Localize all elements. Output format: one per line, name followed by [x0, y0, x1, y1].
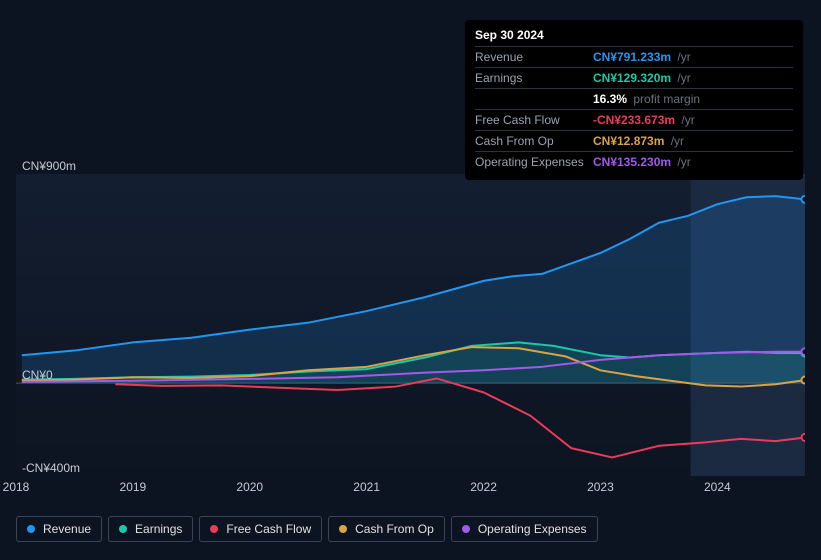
legend-label: Operating Expenses — [478, 522, 587, 536]
tooltip-label: Operating Expenses — [475, 155, 593, 169]
x-tick-label: 2020 — [236, 480, 263, 494]
tooltip-unit: /yr — [674, 50, 691, 64]
swatch-icon — [339, 525, 347, 533]
tooltip-value: -CN¥233.673m — [593, 113, 675, 127]
x-tick-label: 2024 — [704, 480, 731, 494]
tooltip-value: CN¥12.873m — [593, 134, 664, 148]
tooltip-margin-pct: 16.3% — [593, 92, 627, 106]
swatch-icon — [210, 525, 218, 533]
tooltip-label: Revenue — [475, 50, 593, 64]
chart-plot-svg[interactable] — [16, 174, 805, 476]
financials-chart: CN¥900mCN¥0-CN¥400m 20182019202020212022… — [16, 156, 805, 496]
chart-tooltip: Sep 30 2024 RevenueCN¥791.233m /yrEarnin… — [465, 20, 803, 180]
tooltip-row: EarningsCN¥129.320m /yr — [475, 67, 793, 88]
tooltip-rows: RevenueCN¥791.233m /yrEarningsCN¥129.320… — [475, 46, 793, 172]
tooltip-value: CN¥129.320m — [593, 71, 671, 85]
chart-legend: Revenue Earnings Free Cash Flow Cash From O… — [16, 516, 598, 542]
x-tick-label: 2022 — [470, 480, 497, 494]
legend-item-opex[interactable]: Operating Expenses — [451, 516, 598, 542]
tooltip-label: Cash From Op — [475, 134, 593, 148]
legend-item-cfo[interactable]: Cash From Op — [328, 516, 445, 542]
y-tick-label: CN¥0 — [22, 368, 53, 382]
legend-item-earnings[interactable]: Earnings — [108, 516, 193, 542]
tooltip-unit: /yr — [674, 155, 691, 169]
tooltip-row: Free Cash Flow-CN¥233.673m /yr — [475, 109, 793, 130]
legend-label: Free Cash Flow — [226, 522, 311, 536]
tooltip-value: CN¥791.233m — [593, 50, 671, 64]
legend-label: Cash From Op — [355, 522, 434, 536]
tooltip-row: Operating ExpensesCN¥135.230m /yr — [475, 151, 793, 172]
y-tick-label: CN¥900m — [22, 159, 76, 173]
tooltip-row: Cash From OpCN¥12.873m /yr — [475, 130, 793, 151]
legend-item-fcf[interactable]: Free Cash Flow — [199, 516, 322, 542]
swatch-icon — [27, 525, 35, 533]
legend-label: Earnings — [135, 522, 182, 536]
x-tick-label: 2018 — [3, 480, 30, 494]
tooltip-unit: /yr — [678, 113, 695, 127]
swatch-icon — [119, 525, 127, 533]
tooltip-unit: /yr — [674, 71, 691, 85]
x-tick-label: 2021 — [353, 480, 380, 494]
tooltip-date: Sep 30 2024 — [475, 28, 793, 46]
y-tick-label: -CN¥400m — [22, 461, 80, 475]
tooltip-margin-label: profit margin — [630, 92, 700, 106]
tooltip-label: Free Cash Flow — [475, 113, 593, 127]
x-tick-label: 2019 — [120, 480, 147, 494]
x-tick-label: 2023 — [587, 480, 614, 494]
tooltip-unit: /yr — [667, 134, 684, 148]
tooltip-row: 16.3% profit margin — [475, 88, 793, 109]
legend-label: Revenue — [43, 522, 91, 536]
tooltip-row: RevenueCN¥791.233m /yr — [475, 46, 793, 67]
legend-item-revenue[interactable]: Revenue — [16, 516, 102, 542]
tooltip-label: Earnings — [475, 71, 593, 85]
tooltip-value: CN¥135.230m — [593, 155, 671, 169]
swatch-icon — [462, 525, 470, 533]
